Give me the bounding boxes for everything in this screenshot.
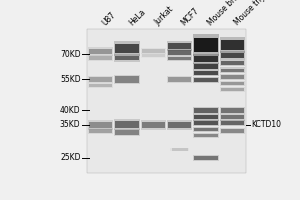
Bar	[220, 74, 245, 80]
Text: Mouse brain: Mouse brain	[206, 0, 246, 27]
Text: 35KD: 35KD	[60, 120, 80, 129]
Bar	[220, 114, 245, 121]
Bar	[88, 29, 246, 173]
Bar	[168, 77, 191, 82]
Bar	[220, 51, 245, 60]
Bar	[167, 76, 193, 83]
Bar	[220, 37, 245, 53]
Bar	[194, 78, 218, 82]
Bar	[114, 54, 140, 62]
Text: 55KD: 55KD	[60, 75, 80, 84]
Bar	[193, 155, 219, 161]
Bar	[142, 49, 165, 53]
Bar	[142, 122, 165, 128]
Text: U87: U87	[101, 10, 118, 27]
Bar	[89, 84, 112, 87]
Bar	[193, 70, 219, 76]
Bar	[116, 56, 139, 60]
Bar	[114, 119, 140, 130]
Bar	[116, 121, 139, 128]
Bar	[221, 69, 244, 72]
Bar	[194, 134, 218, 137]
Bar	[116, 130, 139, 135]
Bar	[220, 67, 245, 73]
Bar	[221, 129, 244, 133]
Bar	[194, 108, 218, 113]
Text: Mouse thymus: Mouse thymus	[232, 0, 278, 27]
Bar	[193, 77, 219, 83]
Bar	[221, 40, 244, 50]
Bar	[221, 121, 244, 125]
Bar	[89, 49, 112, 54]
Bar	[220, 107, 245, 114]
Bar	[168, 57, 191, 60]
Bar	[193, 133, 219, 138]
Bar	[88, 128, 113, 134]
Text: KCTD10: KCTD10	[251, 120, 281, 129]
Bar	[194, 71, 218, 75]
Bar	[89, 56, 112, 60]
Bar	[142, 54, 165, 57]
Bar	[167, 41, 193, 51]
Bar	[194, 56, 218, 62]
Bar	[167, 49, 193, 56]
Bar	[194, 121, 218, 125]
Bar	[194, 156, 218, 160]
Bar	[194, 115, 218, 119]
Bar	[193, 120, 219, 126]
Bar	[88, 47, 113, 56]
Bar	[88, 76, 113, 83]
Bar	[221, 75, 244, 79]
Bar	[172, 148, 188, 151]
Bar	[194, 64, 218, 69]
Bar	[221, 82, 244, 85]
Bar	[220, 60, 245, 66]
Bar	[167, 56, 193, 61]
Bar	[193, 63, 219, 70]
Bar	[193, 107, 219, 114]
Bar	[220, 120, 245, 126]
Bar	[88, 55, 113, 61]
Bar	[194, 128, 218, 131]
Bar	[193, 114, 219, 121]
Text: 25KD: 25KD	[60, 153, 80, 162]
Bar	[89, 77, 112, 82]
Bar	[116, 76, 139, 83]
Bar	[168, 122, 191, 128]
Bar	[170, 148, 189, 151]
Bar	[221, 88, 244, 91]
Bar	[141, 48, 166, 54]
Bar	[89, 122, 112, 128]
Text: 40KD: 40KD	[60, 106, 80, 115]
Bar	[88, 83, 113, 88]
Bar	[221, 53, 244, 58]
Bar	[89, 129, 112, 133]
Bar	[114, 75, 140, 84]
Bar	[193, 127, 219, 132]
Bar	[221, 61, 244, 65]
Bar	[221, 115, 244, 119]
Bar	[220, 128, 245, 134]
Bar	[193, 34, 219, 56]
Bar	[221, 108, 244, 113]
Text: 70KD: 70KD	[60, 50, 80, 59]
Text: Jurkat: Jurkat	[153, 5, 176, 27]
Bar	[168, 43, 191, 49]
Bar	[114, 41, 140, 56]
Bar	[141, 53, 166, 58]
Bar	[116, 44, 139, 53]
Bar	[194, 38, 218, 52]
Bar	[220, 87, 245, 92]
Bar	[141, 120, 166, 130]
Text: HeLa: HeLa	[127, 7, 147, 27]
Text: MCF7: MCF7	[180, 6, 201, 27]
Bar	[168, 50, 191, 55]
Bar	[88, 120, 113, 130]
Bar	[114, 129, 140, 136]
Bar	[193, 54, 219, 64]
Bar	[220, 81, 245, 86]
Bar	[167, 120, 193, 130]
